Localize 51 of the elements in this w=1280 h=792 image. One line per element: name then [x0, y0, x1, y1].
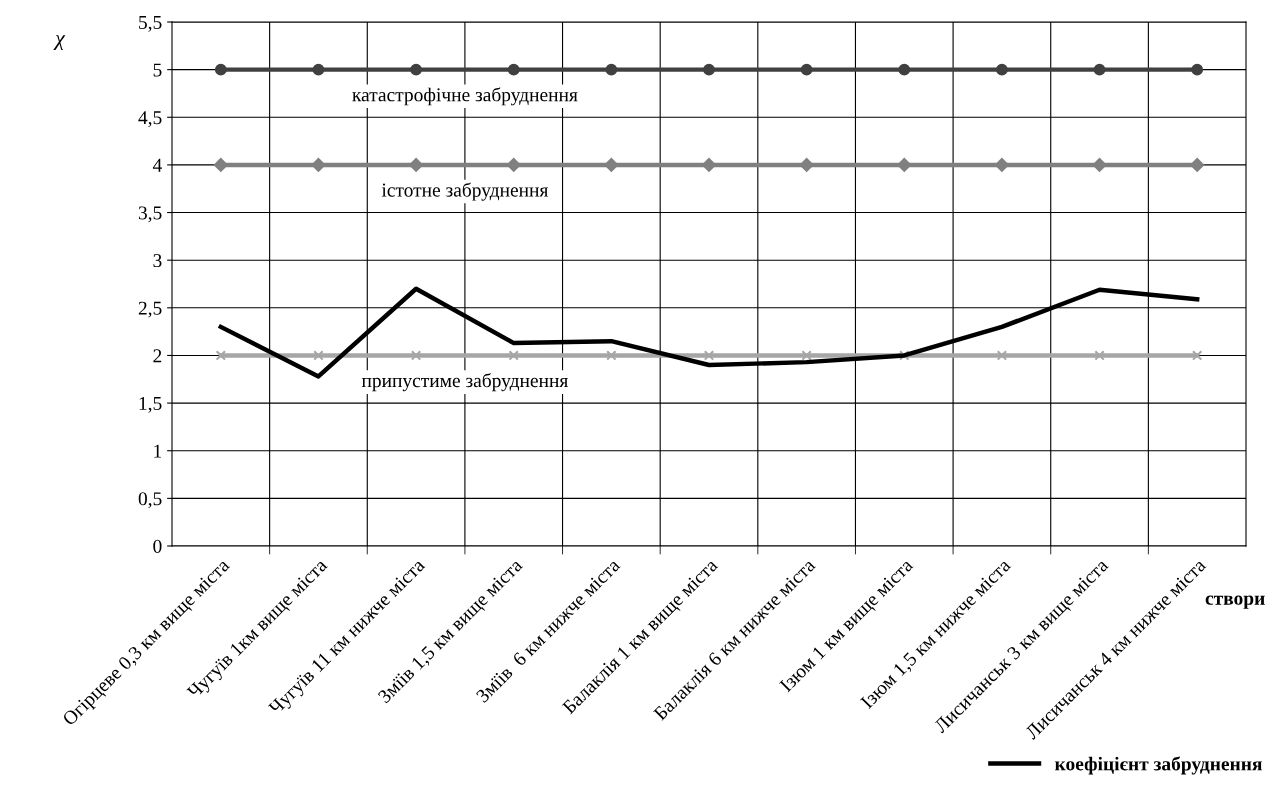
point	[897, 157, 912, 172]
point	[1094, 350, 1105, 361]
y-tick-label: 5,5	[139, 16, 162, 32]
y-tick-label: 4,5	[138, 111, 162, 128]
point	[801, 350, 812, 361]
point	[1093, 63, 1106, 76]
point	[799, 157, 814, 172]
series-label: катастрофічне забруднення	[352, 87, 578, 106]
series-label: істотне забруднення	[381, 182, 549, 201]
point	[311, 157, 326, 172]
point	[410, 350, 422, 361]
point	[1191, 350, 1203, 361]
point	[1191, 63, 1204, 76]
y-tick-label: 3,5	[138, 206, 162, 223]
point	[702, 157, 716, 172]
point	[899, 350, 910, 361]
y-tick-label: 5	[153, 63, 162, 77]
y-axis-title: χ	[53, 35, 66, 51]
point	[898, 63, 911, 76]
point	[605, 63, 618, 76]
point	[215, 350, 227, 361]
y-tick-label: 0,5	[138, 492, 162, 509]
point	[507, 63, 520, 76]
point	[313, 350, 324, 361]
point	[508, 350, 519, 361]
point	[410, 63, 422, 76]
y-tick-label: 1,5	[139, 397, 162, 413]
y-tick-label: 2	[153, 349, 162, 363]
series-label: припустиме забруднення	[361, 373, 568, 392]
y-tick-label: 4	[152, 158, 162, 172]
y-tick-label: 1	[154, 444, 162, 458]
point	[506, 157, 521, 172]
point	[800, 63, 813, 76]
point	[996, 63, 1008, 76]
y-tick-label: 3	[153, 254, 162, 268]
point	[996, 350, 1008, 361]
legend-label: коефіцієнт забруднення	[1054, 756, 1262, 775]
point	[703, 63, 715, 76]
point	[312, 63, 325, 76]
point	[1190, 157, 1205, 172]
y-tick-label: 0	[153, 539, 162, 553]
point	[703, 350, 715, 361]
point	[214, 63, 227, 76]
point	[409, 157, 424, 172]
y-tick-label: 2,5	[138, 301, 162, 318]
point	[606, 350, 617, 361]
point	[213, 157, 228, 172]
x-axis-title: створи	[1205, 595, 1265, 609]
point	[994, 157, 1009, 172]
point	[1092, 157, 1107, 172]
point	[604, 157, 619, 172]
